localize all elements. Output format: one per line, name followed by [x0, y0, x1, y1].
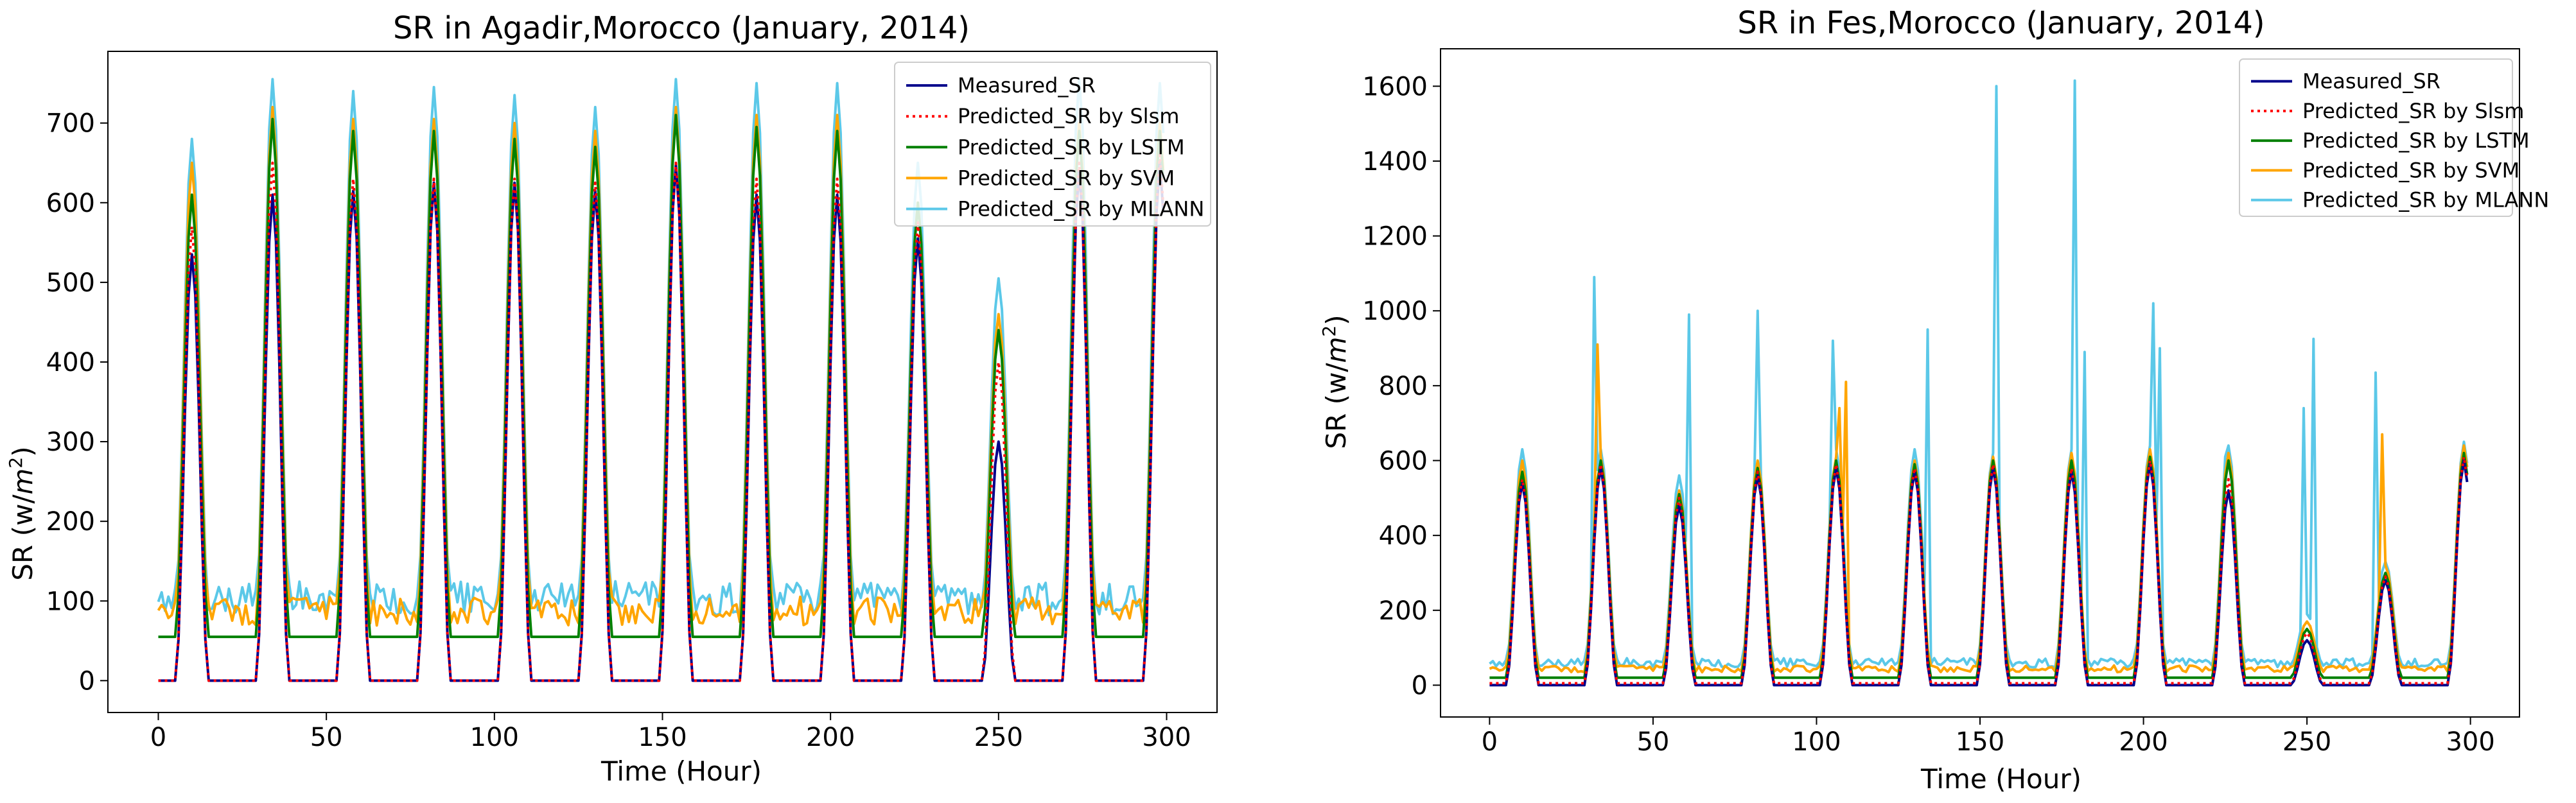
legend-label: Predicted_SR by LSTM	[958, 135, 1185, 159]
plot-frame	[107, 51, 1218, 713]
y-axis-label: SR (w/m2)	[5, 446, 39, 580]
y-tick-label: 600	[1379, 447, 1428, 476]
legend-label: Predicted_SR by LSTM	[2302, 128, 2530, 153]
x-tick-label: 100	[1792, 727, 1841, 757]
x-tick-label: 0	[150, 723, 166, 752]
legend-entry: Predicted_SR by Slsm	[906, 104, 1179, 128]
legend-entry: Predicted_SR by Slsm	[2251, 99, 2524, 123]
y-tick-label: 500	[46, 268, 95, 298]
y-tick-label: 1200	[1362, 222, 1428, 252]
x-tick-label: 50	[310, 723, 343, 752]
y-tick-label: 400	[46, 348, 95, 377]
y-tick-label: 800	[1379, 372, 1428, 401]
y-ticks: 0 100 200 300 400 500 600 700	[46, 109, 108, 696]
legend-entry: Measured_SR	[906, 73, 1096, 98]
legend-entry: Predicted_SR by MLANN	[2251, 188, 2549, 212]
y-tick-label: 400	[1379, 521, 1428, 551]
legend-label: Measured_SR	[958, 73, 1096, 98]
series-line-predicted-sr-by-svm	[1489, 343, 2469, 674]
y-axis-label: SR (w/m2)	[1319, 315, 1352, 449]
x-tick-label: 250	[2282, 727, 2331, 757]
series-line-predicted-sr-by-slsm	[1489, 455, 2469, 685]
x-tick-label: 50	[1636, 727, 1669, 757]
legend-entry: Predicted_SR by SVM	[2251, 158, 2519, 182]
legend-label: Predicted_SR by Slsm	[2302, 99, 2524, 123]
legend-box	[894, 62, 1211, 227]
y-tick-label: 1400	[1362, 147, 1428, 177]
x-ticks: 0 50 100 150 200 250 300	[150, 712, 1191, 752]
legend-entry: Measured_SR	[2251, 69, 2440, 94]
y-tick-label: 600	[46, 189, 95, 218]
chart-title: SR in Agadir,Morocco (January, 2014)	[393, 10, 970, 46]
x-tick-label: 200	[806, 723, 855, 752]
x-tick-label: 0	[1482, 727, 1498, 757]
y-tick-label: 200	[1379, 596, 1428, 626]
legend-entry: Predicted_SR by MLANN	[906, 197, 1204, 221]
series-line-predicted-sr-by-lstm	[158, 114, 1165, 639]
y-tick-label: 300	[46, 427, 95, 457]
y-tick-label: 1600	[1362, 72, 1428, 101]
x-tick-label: 100	[470, 723, 519, 752]
y-tick-label: 200	[46, 507, 95, 537]
legend-label: Measured_SR	[2302, 69, 2440, 94]
y-tick-label: 700	[46, 109, 95, 139]
x-tick-label: 150	[638, 723, 687, 752]
x-axis-label: Time (Hour)	[600, 756, 762, 787]
legend: Measured_SR Predicted_SR by Slsm Predict…	[894, 62, 1211, 227]
x-axis-label: Time (Hour)	[1920, 763, 2081, 795]
legend-label: Predicted_SR by MLANN	[2302, 188, 2549, 212]
x-tick-label: 300	[2446, 727, 2494, 757]
series-line-measured-sr	[1489, 459, 2469, 687]
legend-label: Predicted_SR by MLANN	[958, 197, 1204, 221]
x-tick-label: 250	[974, 723, 1023, 752]
plot-area	[157, 78, 1165, 682]
legend-label: Predicted_SR by SVM	[2302, 158, 2519, 182]
legend-label: Predicted_SR by SVM	[958, 166, 1175, 190]
y-tick-label: 0	[79, 666, 95, 696]
y-tick-label: 100	[46, 587, 95, 616]
legend-entry: Predicted_SR by LSTM	[2251, 128, 2530, 153]
legend-box	[2239, 58, 2513, 217]
series-line-predicted-sr-by-slsm	[158, 153, 1165, 682]
plot-area	[1489, 79, 2469, 687]
chart-title: SR in Fes,Morocco (January, 2014)	[1737, 5, 2265, 41]
legend-entry: Predicted_SR by LSTM	[906, 135, 1185, 159]
x-tick-label: 200	[2119, 727, 2168, 757]
y-ticks: 0 200 400 600 800 1000 1200 1400 1600	[1362, 72, 1441, 700]
x-tick-label: 300	[1142, 723, 1191, 752]
plot-frame	[1440, 48, 2520, 718]
legend-entry: Predicted_SR by SVM	[906, 166, 1175, 190]
legend-label: Predicted_SR by Slsm	[958, 104, 1179, 128]
series-line-predicted-sr-by-svm	[157, 105, 1165, 627]
chart-agadir: SR in Agadir,Morocco (January, 2014) Tim…	[5, 10, 1218, 787]
chart-fes: SR in Fes,Morocco (January, 2014) Time (…	[1319, 5, 2549, 795]
x-ticks: 0 50 100 150 200 250 300	[1482, 717, 2495, 757]
y-tick-label: 1000	[1362, 297, 1428, 326]
y-tick-label: 0	[1412, 671, 1428, 700]
legend: Measured_SR Predicted_SR by Slsm Predict…	[2239, 58, 2549, 217]
x-tick-label: 150	[1956, 727, 2004, 757]
